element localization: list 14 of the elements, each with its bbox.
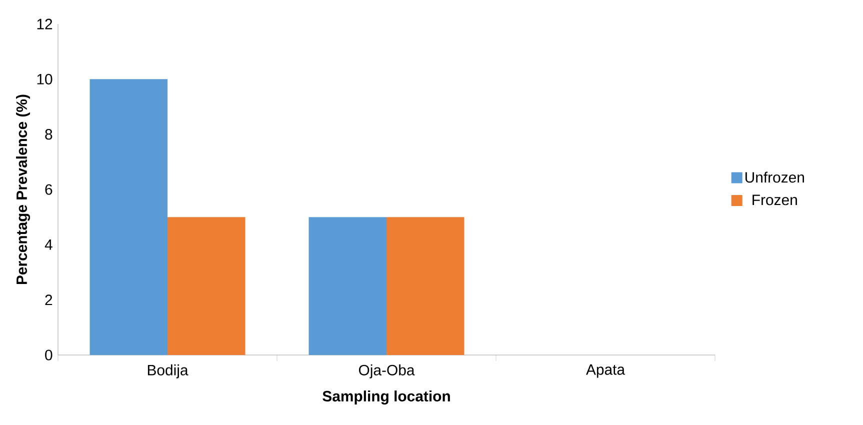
legend-label: Unfrozen <box>745 172 804 183</box>
legend-label: Frozen <box>752 194 797 206</box>
y-tick-label: 12 <box>37 18 52 30</box>
y-tick-label: 0 <box>45 350 52 360</box>
y-tick-label: 10 <box>37 74 52 84</box>
y-tick-label: 2 <box>45 294 52 306</box>
x-tick-label: Oja-Oba <box>358 364 415 378</box>
y-tick-label: 8 <box>45 129 52 140</box>
x-tick-label: Apata <box>586 364 626 378</box>
y-axis-title: Percentage Prevalence (%) <box>16 94 30 284</box>
y-tick-label: 4 <box>44 240 52 250</box>
y-tick-label: 6 <box>45 184 52 195</box>
x-axis-title: Sampling location <box>322 390 450 405</box>
x-tick-label: Bodija <box>148 364 188 378</box>
